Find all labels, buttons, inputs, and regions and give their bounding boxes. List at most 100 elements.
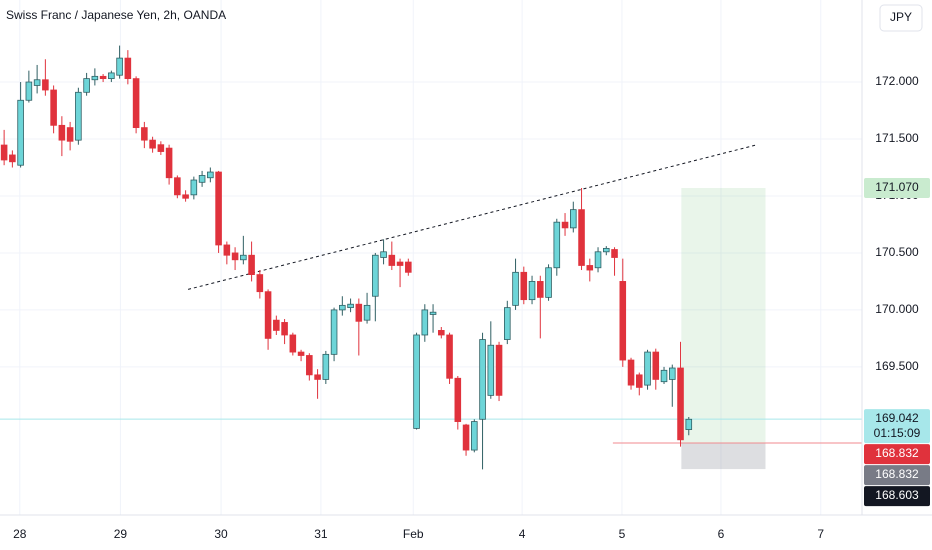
- x-tick-label: 30: [214, 527, 228, 541]
- candle-body: [297, 351, 305, 356]
- candle-body: [314, 374, 321, 380]
- candle-body: [570, 209, 577, 229]
- candle-body: [289, 334, 297, 353]
- candle-body: [330, 309, 338, 355]
- candle-body: [603, 247, 610, 253]
- x-tick-label: 31: [314, 527, 328, 541]
- candle-body: [306, 355, 313, 376]
- target-label: 171.070: [875, 180, 919, 194]
- y-tick-label: 172.000: [875, 74, 919, 88]
- x-tick-label: 28: [13, 527, 27, 541]
- candle-body: [207, 171, 214, 179]
- stop-label: 168.603: [875, 488, 919, 502]
- candle-body: [372, 254, 379, 297]
- candle-body: [116, 57, 123, 76]
- candle-body: [520, 271, 528, 301]
- x-tick-label: 4: [519, 527, 526, 541]
- candle-body: [396, 261, 404, 266]
- chart-title: Swiss Franc / Japanese Yen, 2h, OANDA: [6, 8, 226, 22]
- y-tick-label: 171.500: [875, 131, 919, 145]
- candle-body: [223, 244, 231, 256]
- candle-body: [594, 251, 602, 269]
- candle-body: [438, 330, 445, 336]
- candle-body: [405, 261, 412, 273]
- candle-body: [578, 209, 585, 266]
- candle-body: [33, 79, 41, 86]
- candle-body: [528, 281, 536, 301]
- trendline: [187, 144, 758, 290]
- candle-body: [248, 254, 255, 275]
- candle-body: [471, 421, 478, 451]
- candle-body: [487, 344, 495, 396]
- entry-label-box: [864, 465, 930, 486]
- candle-body: [504, 307, 511, 340]
- candle-body: [264, 291, 272, 339]
- loss-zone: [681, 442, 766, 470]
- last-price-label-box: [864, 409, 930, 444]
- target-label-box: [864, 177, 930, 198]
- candle-body: [388, 254, 396, 266]
- candle-body: [635, 374, 643, 388]
- countdown-label: 01:15:09: [874, 426, 921, 440]
- candle-body: [141, 127, 148, 141]
- candle-body: [677, 367, 684, 441]
- candle-body: [25, 81, 33, 101]
- candle-body: [66, 127, 74, 142]
- candle-body: [553, 221, 561, 269]
- stop-label-box: [864, 486, 930, 507]
- candle-body: [83, 78, 90, 93]
- candle-body: [512, 271, 519, 306]
- candle-body: [462, 424, 470, 451]
- candle-body: [380, 251, 387, 258]
- last-price-label: 169.042: [875, 411, 919, 425]
- candle-body: [644, 351, 651, 386]
- candle-body: [652, 351, 660, 380]
- x-tick-label: Feb: [403, 527, 424, 541]
- candle-body: [0, 144, 8, 161]
- candle-body: [479, 339, 486, 420]
- candle-body: [339, 304, 346, 311]
- candle-body: [190, 179, 198, 196]
- candle-body: [198, 175, 206, 183]
- entry-label: 168.832: [875, 467, 919, 481]
- candle-body: [9, 154, 16, 163]
- candle-body: [421, 309, 429, 336]
- candle-body: [586, 265, 594, 271]
- price-line-label-box: [864, 444, 930, 465]
- candle-body: [132, 78, 140, 129]
- candle-body: [215, 171, 222, 246]
- candle-body: [75, 91, 82, 141]
- currency-label: JPY: [890, 10, 912, 24]
- candle-body: [495, 344, 503, 396]
- candle-body: [174, 177, 181, 196]
- candle-body: [99, 75, 107, 80]
- profit-zone: [681, 187, 766, 443]
- candle-body: [273, 319, 280, 331]
- candle-body: [281, 322, 288, 336]
- candle-body: [619, 281, 627, 361]
- candle-body: [322, 353, 330, 380]
- candle-body: [685, 418, 693, 430]
- candle-body: [429, 311, 437, 315]
- currency-button[interactable]: [879, 4, 923, 32]
- candle-body: [355, 303, 363, 322]
- candle-body: [413, 334, 420, 429]
- y-tick-label: 170.500: [875, 245, 919, 259]
- candle-body: [347, 303, 354, 309]
- candle-body: [537, 281, 544, 298]
- candle-body: [165, 147, 173, 179]
- candle-body: [157, 144, 165, 152]
- candle-body: [124, 57, 132, 80]
- candle-body: [91, 75, 99, 81]
- candle-body: [182, 194, 189, 199]
- candle-body: [42, 79, 49, 91]
- y-tick-label: 169.500: [875, 359, 919, 373]
- candle-body: [108, 72, 115, 80]
- y-tick-label: 170.000: [875, 302, 919, 316]
- candle-body: [58, 124, 66, 141]
- candle-body: [50, 89, 57, 126]
- price-line-label: 168.832: [875, 446, 919, 460]
- candle-body: [561, 221, 569, 229]
